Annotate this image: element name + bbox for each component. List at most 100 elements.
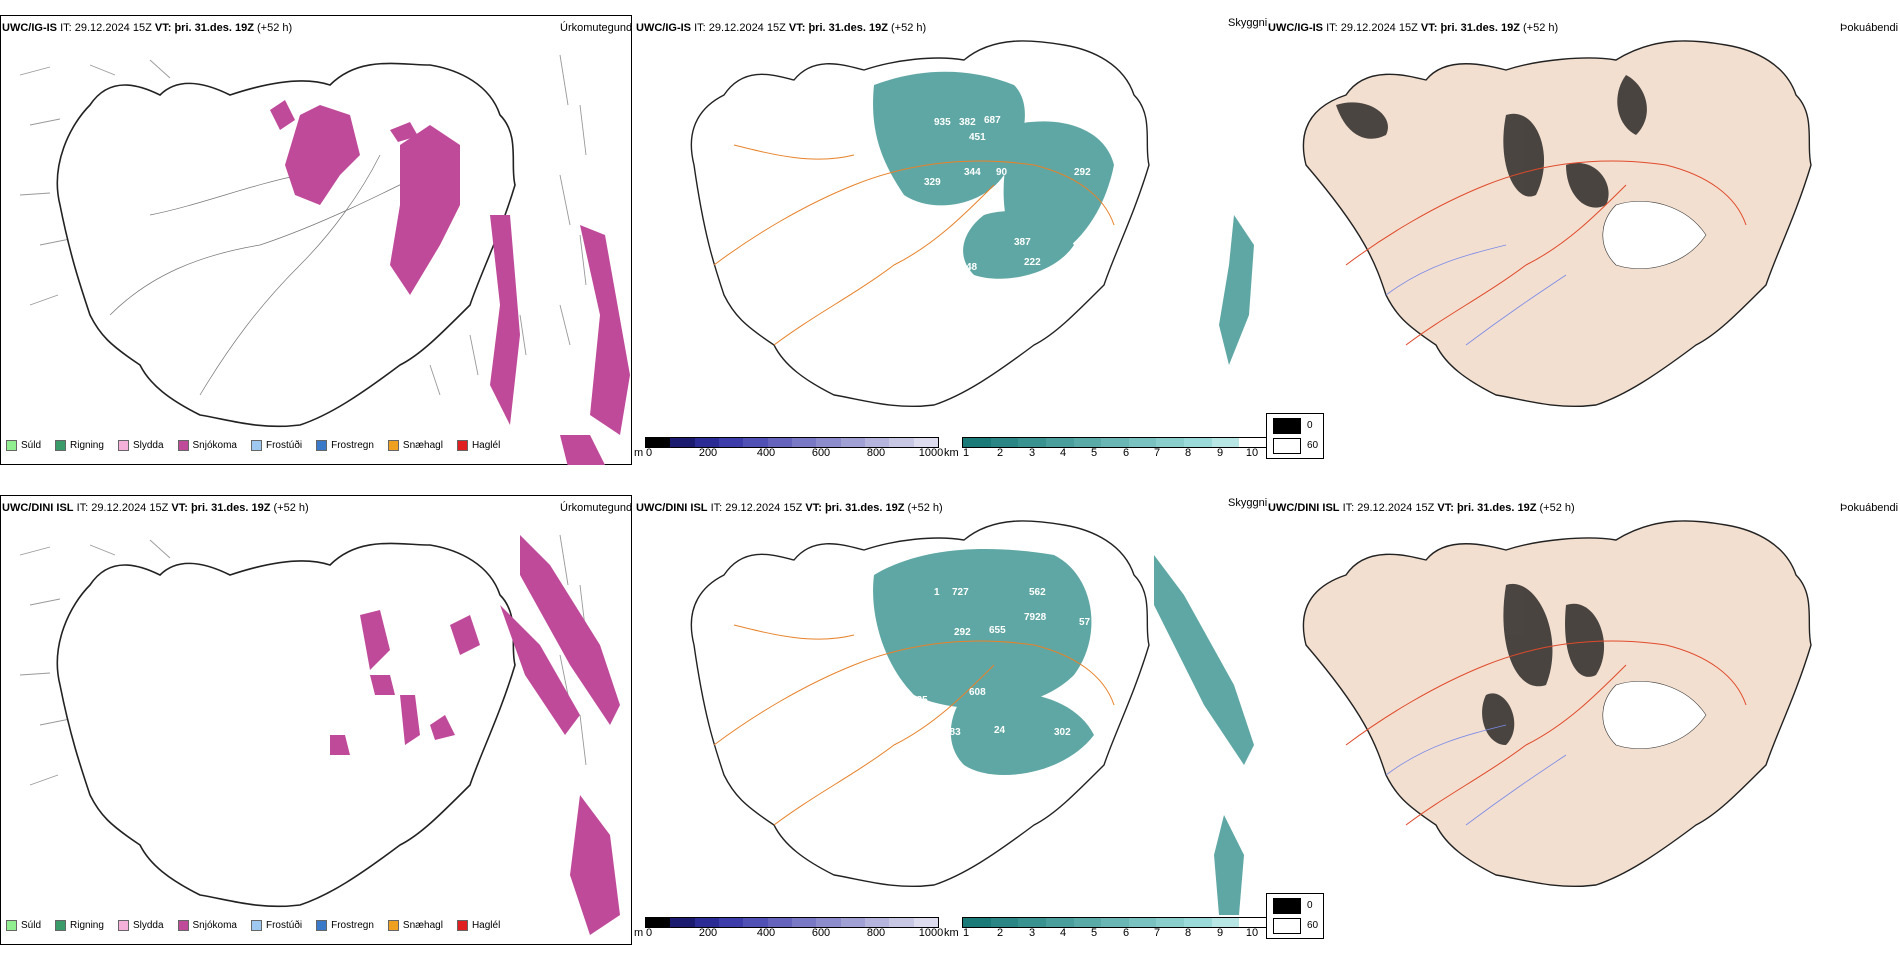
field-name-precip-top: Úrkomutegund (560, 22, 633, 34)
legend-item: Frostúði (250, 920, 302, 931)
svg-text:727: 727 (952, 587, 969, 598)
legend-item: Haglél (456, 920, 500, 931)
iceland-map-fog-bottom (1302, 520, 1812, 888)
ceiling-unit-bottom: m (634, 927, 644, 939)
iceland-map-fog-top (1302, 40, 1812, 408)
iceland-map-precip-top (19, 54, 630, 465)
fog-map-bottom (1266, 495, 1896, 960)
ceiling-unit-top: m (634, 447, 644, 459)
snowfall-area (270, 100, 630, 465)
snowfall-area (330, 535, 620, 935)
svg-text:329: 329 (924, 177, 941, 188)
visibility-colorbar-bottom (962, 917, 1268, 928)
svg-text:655: 655 (989, 625, 1006, 636)
svg-text:7928: 7928 (1024, 612, 1047, 623)
iceland-map-cloud-bottom: 1 727 562 292 655 7928 57 185 608 283 24… (690, 520, 1254, 915)
fog-legend-top: 0 60 (1266, 413, 1324, 459)
svg-text:608: 608 (969, 687, 986, 698)
legend-item: Snjókoma (177, 440, 237, 451)
cloud-visibility-map-top: 935 382 687 451 329 344 90 292 172 746 4… (634, 15, 1264, 480)
panel-header-fog-bottom: UWC/DINI ISL IT: 29.12.2024 15Z VT: þri.… (1268, 502, 1575, 514)
visibility-unit-top: km (944, 447, 959, 459)
legend-item: Snjókoma (177, 920, 237, 931)
panel-header-cloud-top: UWC/IG-IS IT: 29.12.2024 15Z VT: þri. 31… (636, 22, 927, 34)
field-name-fog-bottom: Þokuábendi (1840, 502, 1899, 514)
legend-swatch (117, 920, 129, 931)
ceiling-colorbar-bottom (645, 917, 939, 928)
legend-swatch (387, 920, 399, 931)
svg-text:172: 172 (874, 242, 891, 253)
svg-text:1: 1 (934, 587, 940, 598)
legend-swatch (55, 440, 67, 451)
visibility-unit-bottom: km (944, 927, 959, 939)
legend-item: Frostúði (250, 440, 302, 451)
svg-text:24: 24 (994, 725, 1006, 736)
panel-header-precip-top: UWC/IG-IS IT: 29.12.2024 15Z VT: þri. 31… (2, 22, 293, 34)
legend-swatch (117, 440, 129, 451)
legend-swatch (6, 440, 17, 451)
ceiling-colorbar-top (645, 437, 939, 448)
cloud-base-labels: 935 382 687 451 329 344 90 292 172 746 4… (874, 115, 1091, 308)
iceland-map-cloud-top: 935 382 687 451 329 344 90 292 172 746 4… (690, 40, 1254, 408)
svg-text:777: 777 (979, 297, 996, 308)
svg-text:57: 57 (1079, 617, 1091, 628)
fog-legend-bottom: 0 60 (1266, 893, 1324, 939)
svg-text:48: 48 (966, 262, 978, 273)
legend-item: Frostregn (316, 920, 374, 931)
legend-swatch (387, 440, 399, 451)
legend-swatch (316, 440, 328, 451)
legend-swatch (456, 920, 468, 931)
visibility-colorbar-top (962, 437, 1268, 448)
legend-item: Slydda (117, 440, 164, 451)
fog-map-top (1266, 15, 1896, 480)
legend-item: Snæhagl (387, 440, 443, 451)
precip-legend-top: Súld Rigning Slydda Snjókoma Frostúði Fr… (6, 440, 500, 451)
legend-item: Rigning (55, 440, 104, 451)
svg-text:292: 292 (954, 627, 971, 638)
svg-text:687: 687 (984, 115, 1001, 126)
svg-text:90: 90 (996, 167, 1008, 178)
legend-item: Frostregn (316, 440, 374, 451)
legend-item: Slydda (117, 920, 164, 931)
field-name-precip-bottom: Úrkomutegund (560, 502, 633, 514)
svg-text:935: 935 (934, 117, 951, 128)
legend-item: Rigning (55, 920, 104, 931)
precip-type-panel-bottom (0, 495, 632, 945)
panel-header-precip-bottom: UWC/DINI ISL IT: 29.12.2024 15Z VT: þri.… (2, 502, 309, 514)
panel-header-cloud-bottom: UWC/DINI ISL IT: 29.12.2024 15Z VT: þri.… (636, 502, 943, 514)
precip-type-map-top (0, 15, 630, 480)
legend-swatch (177, 920, 189, 931)
precip-type-map-bottom (0, 495, 630, 960)
legend-item: Snæhagl (387, 920, 443, 931)
legend-item: Súld (6, 440, 41, 451)
svg-text:451: 451 (969, 132, 986, 143)
svg-text:292: 292 (1074, 167, 1091, 178)
precip-type-panel-top (0, 15, 632, 465)
svg-text:746: 746 (934, 267, 951, 278)
svg-text:344: 344 (964, 167, 981, 178)
legend-swatch (250, 440, 262, 451)
field-name-cloud-top: Skyggni (1228, 17, 1268, 29)
cloud-base-labels: 1 727 562 292 655 7928 57 185 608 283 24… (911, 587, 1091, 738)
cloud-visibility-map-bottom: 1 727 562 292 655 7928 57 185 608 283 24… (634, 495, 1264, 960)
legend-swatch (55, 920, 67, 931)
iceland-map-precip-bottom (19, 534, 620, 935)
svg-text:222: 222 (1024, 257, 1041, 268)
svg-text:636: 636 (1016, 277, 1033, 288)
svg-text:387: 387 (1014, 237, 1031, 248)
svg-text:733: 733 (949, 282, 966, 293)
panel-header-fog-top: UWC/IG-IS IT: 29.12.2024 15Z VT: þri. 31… (1268, 22, 1559, 34)
legend-swatch (316, 920, 328, 931)
field-name-cloud-bottom: Skyggni (1228, 497, 1268, 509)
legend-swatch (250, 920, 262, 931)
legend-swatch (456, 440, 468, 451)
svg-text:382: 382 (959, 117, 976, 128)
svg-text:283: 283 (944, 727, 961, 738)
legend-item: Haglél (456, 440, 500, 451)
svg-text:185: 185 (911, 695, 928, 706)
svg-text:562: 562 (1029, 587, 1046, 598)
legend-swatch (177, 440, 189, 451)
field-name-fog-top: Þokuábendi (1840, 22, 1899, 34)
precip-legend-bottom: Súld Rigning Slydda Snjókoma Frostúði Fr… (6, 920, 500, 931)
legend-swatch (6, 920, 17, 931)
